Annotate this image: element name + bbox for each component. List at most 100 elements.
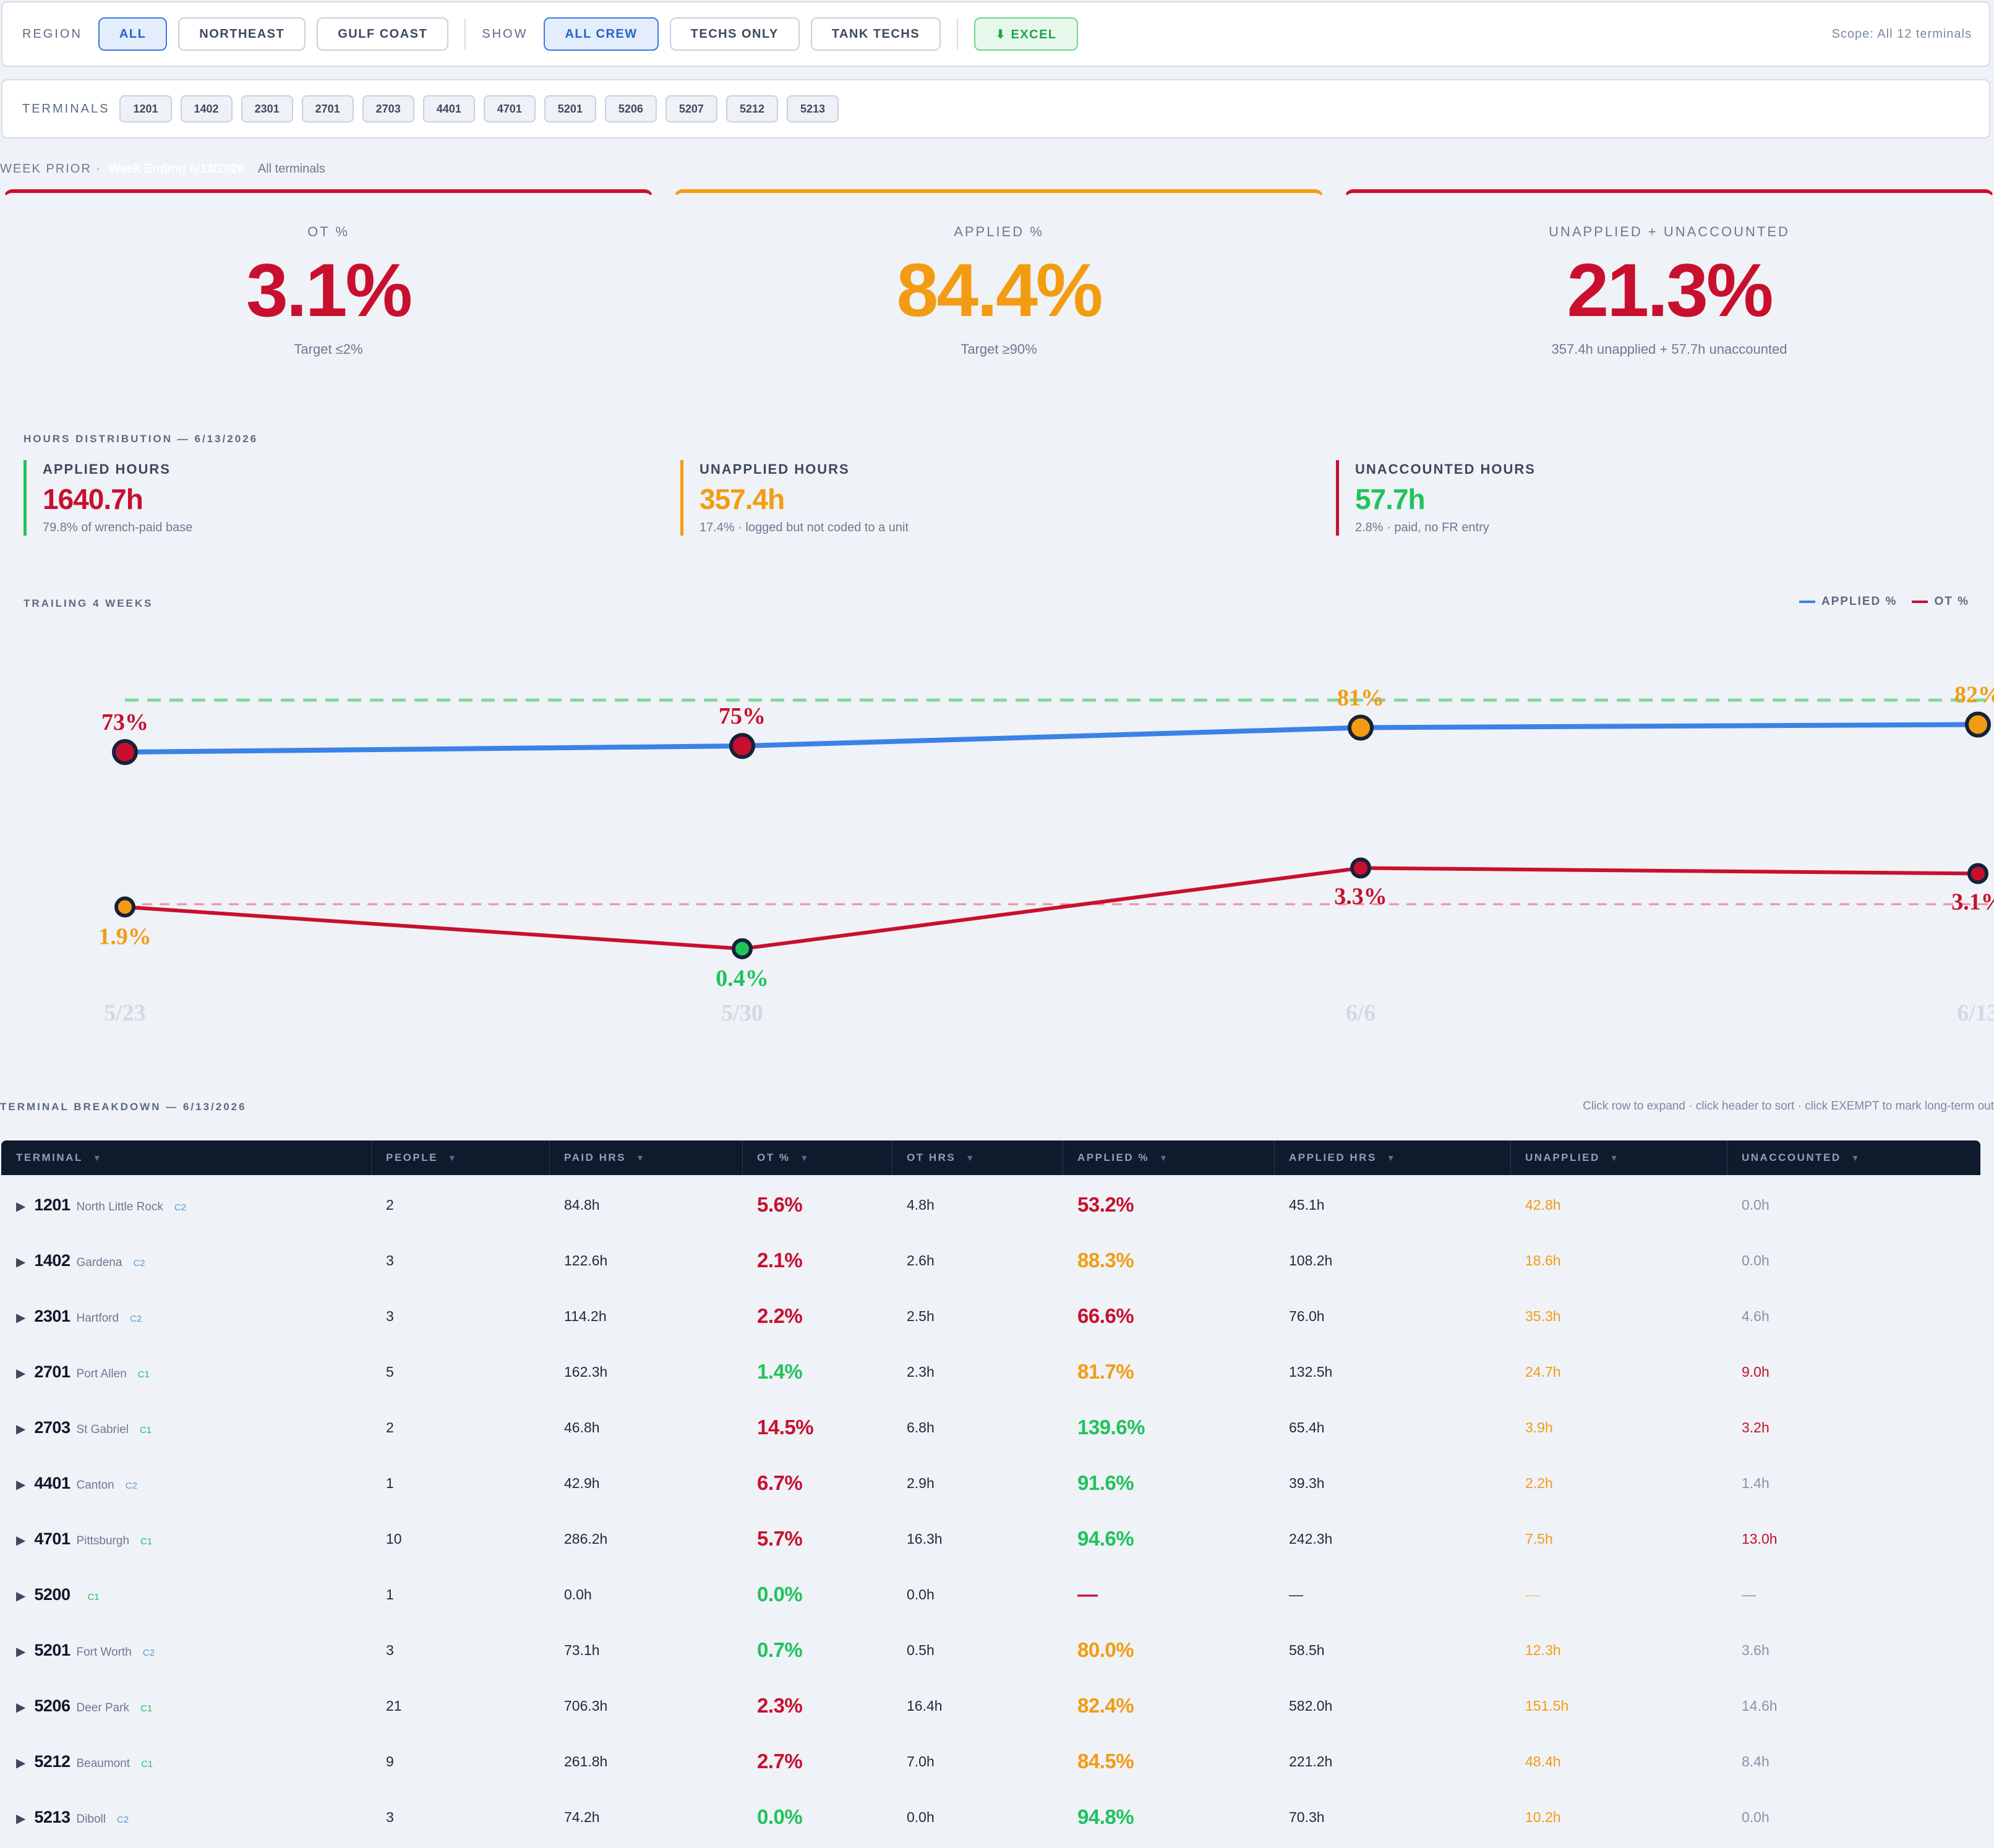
terminal-chip-2301[interactable]: 2301 [241,95,293,122]
terminal-chip-2703[interactable]: 2703 [362,95,414,122]
terminals-label: TERMINALS [22,101,110,116]
expand-icon[interactable]: ▶ [16,1812,26,1826]
column-header-applied-[interactable]: APPLIED % ▼ [1077,1152,1169,1164]
kpi-accent-bar [4,189,653,200]
series-1-point-2 [1350,857,1371,879]
column-header-label: PAID HRS [564,1152,626,1163]
column-header-applied-hrs[interactable]: APPLIED HRS ▼ [1289,1152,1397,1164]
region-all-button[interactable]: ALL [98,17,168,51]
terminal-code: 5212 [34,1752,71,1771]
table-row[interactable]: ▶ 2701 Port Allen C1 5 162.3h 1.4% 2.3h 81.7% 132… [1,1344,1980,1400]
table-row[interactable]: ▶ 2301 Hartford C2 3 114.2h 2.2% 2.5h 66.6% 76.0h… [1,1288,1980,1344]
expand-icon[interactable]: ▶ [16,1645,26,1659]
terminal-chip-5212[interactable]: 5212 [725,95,778,122]
kpi-accent-bar [674,189,1324,200]
applied-pct-cell: 81.7% [1077,1360,1134,1383]
sort-icon: ▼ [1386,1153,1397,1163]
terminal-chip-5207[interactable]: 5207 [665,95,717,122]
region-gulf-coast-button[interactable]: GULF COAST [317,17,449,51]
hours-card-value: 1640.7h [43,483,143,515]
table-row[interactable]: ▶ 1201 North Little Rock C2 2 84.8h 5.6% 4.8h 53… [1,1177,1980,1233]
week-label: Week Ending 6/13/2026 [108,162,245,176]
terminal-cell: ▶ 5200 C1 [16,1567,100,1622]
table-row[interactable]: ▶ 4701 Pittsburgh C1 10 286.2h 5.7% 16.3h 94.6% 2… [1,1511,1980,1567]
region-northeast-button[interactable]: NORTHEAST [178,17,306,51]
terminal-chip-2701[interactable]: 2701 [301,95,354,122]
expand-icon[interactable]: ▶ [16,1367,26,1380]
ot-pct-cell: 2.2% [757,1304,803,1327]
table-row[interactable]: ▶ 5212 Beaumont C1 9 261.8h 2.7% 7.0h 84.5% 221.2… [1,1734,1980,1789]
applied-hrs-cell: 132.5h [1289,1364,1333,1380]
terminal-chip-4701[interactable]: 4701 [483,95,536,122]
series-1-label-0: 1.9% [98,924,152,950]
unaccounted-cell: 8.4h [1742,1753,1769,1769]
table-row[interactable]: ▶ 5213 Diboll C2 3 74.2h 0.0% 0.0h 94.8% 70.3h 10.… [1,1789,1980,1845]
column-header-ot-[interactable]: OT % ▼ [757,1152,810,1164]
expand-icon[interactable]: ▶ [16,1422,26,1436]
kpi-card-2: UNAPPLIED + UNACCOUNTED 21.3% 357.4h unapp… [1345,189,1994,375]
terminal-name: St Gabriel [76,1423,129,1436]
people-cell: 1 [386,1586,394,1602]
unaccounted-cell: 14.6h [1742,1698,1778,1714]
table-row[interactable]: ▶ 5201 Fort Worth C2 3 73.1h 0.7% 0.5h 80.0% 58.5… [1,1622,1980,1678]
show-all-crew-button[interactable]: ALL CREW [544,17,659,51]
excel-export-button[interactable]: ⬇ EXCEL [974,17,1078,51]
hours-card-title: APPLIED HOURS [43,461,171,477]
series-line-0 [124,722,1979,755]
expand-icon[interactable]: ▶ [16,1311,26,1325]
terminal-class: C1 [141,1759,153,1769]
paid-hrs-cell: 706.3h [564,1698,608,1714]
legend-swatch-ot [1912,601,1928,603]
expand-icon[interactable]: ▶ [16,1701,26,1714]
expand-icon[interactable]: ▶ [16,1200,26,1213]
ot-hrs-cell: 7.0h [907,1753,935,1769]
column-header-paid-hrs[interactable]: PAID HRS ▼ [564,1152,646,1164]
column-header-unaccounted[interactable]: UNACCOUNTED ▼ [1742,1152,1861,1164]
applied-hrs-cell: 221.2h [1289,1753,1333,1769]
series-line-1 [124,866,1979,951]
column-header-ot-hrs[interactable]: OT HRS ▼ [907,1152,976,1164]
table-row[interactable]: ▶ 1402 Gardena C2 3 122.6h 2.1% 2.6h 88.3% 108.2h… [1,1233,1980,1288]
expand-icon[interactable]: ▶ [16,1756,26,1770]
unapplied-cell: 18.6h [1525,1252,1561,1268]
people-cell: 10 [386,1531,402,1547]
series-0-point-2 [1348,714,1374,741]
expand-icon[interactable]: ▶ [16,1478,26,1492]
table-row[interactable]: ▶ 5206 Deer Park C1 21 706.3h 2.3% 16.4h 82.4% 58… [1,1678,1980,1734]
hours-section-title: HOURS DISTRIBUTION — 6/13/2026 [24,433,259,445]
terminal-chip-1402[interactable]: 1402 [180,95,233,122]
column-header-unapplied[interactable]: UNAPPLIED ▼ [1525,1152,1620,1164]
terminal-chip-1201[interactable]: 1201 [119,95,172,122]
terminal-name: Pittsburgh [76,1534,130,1547]
applied-hrs-cell: 582.0h [1289,1698,1333,1714]
show-tank-techs-button[interactable]: TANK TECHS [810,17,941,51]
terminal-chip-4401[interactable]: 4401 [422,95,475,122]
paid-hrs-cell: 42.9h [564,1475,600,1491]
applied-hrs-cell: 45.1h [1289,1197,1325,1213]
show-techs-only-button[interactable]: TECHS ONLY [669,17,800,51]
table-row[interactable]: ▶ 5200 C1 1 0.0h 0.0% 0.0h — — — — [1,1567,1980,1622]
expand-icon[interactable]: ▶ [16,1256,26,1269]
column-header-people[interactable]: PEOPLE ▼ [386,1152,458,1164]
terminal-code: 5206 [34,1696,71,1715]
table-row[interactable]: ▶ 2703 St Gabriel C1 2 46.8h 14.5% 6.8h 139.6% 65… [1,1400,1980,1455]
ot-pct-cell: 0.0% [757,1583,803,1606]
expand-icon[interactable]: ▶ [16,1589,26,1603]
terminal-chip-5206[interactable]: 5206 [604,95,657,122]
applied-pct-cell: 91.6% [1077,1471,1134,1494]
column-header-terminal[interactable]: TERMINAL ▼ [16,1152,103,1164]
week-scope: All terminals [257,162,325,176]
table-row[interactable]: ▶ 4401 Canton C2 1 42.9h 6.7% 2.9h 91.6% 39.3h 2.2… [1,1455,1980,1511]
sort-icon: ▼ [635,1153,646,1163]
paid-hrs-cell: 114.2h [564,1308,607,1324]
terminal-chip-5213[interactable]: 5213 [786,95,839,122]
expand-icon[interactable]: ▶ [16,1534,26,1547]
terminal-chip-5201[interactable]: 5201 [544,95,596,122]
terminal-name: Diboll [76,1813,106,1826]
terminal-code: 1201 [34,1196,71,1214]
paid-hrs-cell: 84.8h [564,1197,600,1213]
hours-card-subtext: 79.8% of wrench-paid base [43,521,193,534]
x-tick-label-3: 6/13 [1957,1000,1994,1026]
ot-pct-cell: 5.6% [757,1193,803,1216]
terminal-code: 4401 [34,1474,71,1492]
